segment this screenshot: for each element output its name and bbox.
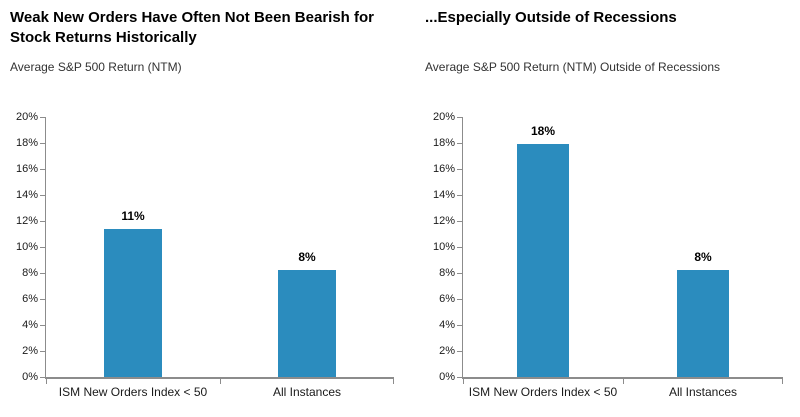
y-axis-tick [457, 142, 462, 144]
y-axis-tick [457, 376, 462, 378]
y-axis-tick-label: 2% [439, 345, 455, 357]
bar-ism-new-orders-below-50 [516, 144, 570, 377]
y-axis-tick [40, 272, 45, 274]
x-axis-tick [782, 379, 783, 384]
y-axis-tick-label: 12% [15, 215, 38, 227]
y-axis-tick-label: 10% [432, 241, 455, 253]
y-axis-tick-label: 4% [22, 319, 38, 331]
y-axis-tick [40, 116, 45, 118]
y-axis-tick [40, 298, 45, 300]
bar-value-label: 8% [298, 250, 316, 265]
y-axis-tick-label: 20% [432, 111, 455, 123]
bar-value-label: 11% [121, 208, 145, 223]
y-axis-tick-label: 6% [439, 293, 455, 305]
x-axis-tick [46, 379, 47, 384]
y-axis-tick [457, 350, 462, 352]
bar-ism-new-orders-below-50 [104, 228, 162, 377]
chart-panel-right: ...Especially Outside of Recessions Aver… [400, 0, 800, 417]
y-axis-tick-label: 10% [15, 241, 38, 253]
y-axis-tick [40, 324, 45, 326]
y-axis-tick [40, 168, 45, 170]
y-axis-tick [457, 220, 462, 222]
y-axis-tick-label: 14% [15, 189, 38, 201]
x-category-label: All Instances [272, 385, 342, 399]
y-axis-tick-label: 4% [439, 319, 455, 331]
chart-subtitle-left: Average S&P 500 Return (NTM) [10, 60, 182, 74]
y-axis-tick [40, 220, 45, 222]
y-axis-tick [457, 246, 462, 248]
y-axis-tick-label: 8% [439, 267, 455, 279]
y-axis-tick [457, 116, 462, 118]
y-axis-tick-label: 2% [22, 345, 38, 357]
y-axis-tick-label: 14% [432, 189, 455, 201]
x-axis-tick [623, 379, 624, 384]
y-axis-tick [457, 168, 462, 170]
y-axis-tick [40, 246, 45, 248]
y-axis-tick [40, 142, 45, 144]
y-axis-tick [457, 324, 462, 326]
y-axis-tick-label: 20% [15, 111, 38, 123]
x-category-label: ISM New Orders Index < 50 [58, 385, 208, 399]
bar-value-label: 18% [530, 124, 556, 139]
bar-chart-right: 0% 2% 4% 6% 8% 10% 12% 14% 16% 18% 20% 18% ISM New O… [433, 111, 783, 399]
y-axis-tick [40, 194, 45, 196]
bar-all-instances [278, 270, 336, 377]
y-axis-tick [40, 376, 45, 378]
chart-subtitle-right: Average S&P 500 Return (NTM) Outside of … [425, 60, 721, 74]
chart-title-right: ...Especially Outside of Recessions [425, 9, 677, 26]
x-axis-tick [220, 379, 221, 384]
y-axis-tick [40, 350, 45, 352]
bar-value-label: 8% [694, 250, 712, 265]
x-axis-tick [393, 379, 394, 384]
chart-panel-left: Weak New Orders Have Often Not Been Bear… [10, 9, 394, 399]
y-axis-tick-label: 16% [15, 163, 38, 175]
chart-title-left: Weak New Orders Have Often Not Been Bear… [10, 9, 374, 47]
y-axis-tick-label: 6% [22, 293, 38, 305]
y-axis-tick-label: 18% [432, 137, 455, 149]
y-axis-tick-label: 16% [432, 163, 455, 175]
y-axis-tick [457, 272, 462, 274]
y-axis-tick-label: 12% [432, 215, 455, 227]
x-axis-tick [463, 379, 464, 384]
y-axis-tick-label: 0% [439, 371, 455, 383]
bar-all-instances [676, 270, 730, 377]
y-axis-tick [457, 194, 462, 196]
y-axis-tick [457, 298, 462, 300]
y-axis-tick-label: 8% [22, 267, 38, 279]
bar-chart-left: 0% 2% 4% 6% 8% 10% 12% 14% 16% 18% 20% 11% ISM New O… [16, 111, 394, 399]
x-category-label: All Instances [668, 385, 738, 399]
y-axis-tick-label: 18% [15, 137, 38, 149]
x-category-label: ISM New Orders Index < 50 [468, 385, 618, 399]
y-axis-tick-label: 0% [22, 371, 38, 383]
